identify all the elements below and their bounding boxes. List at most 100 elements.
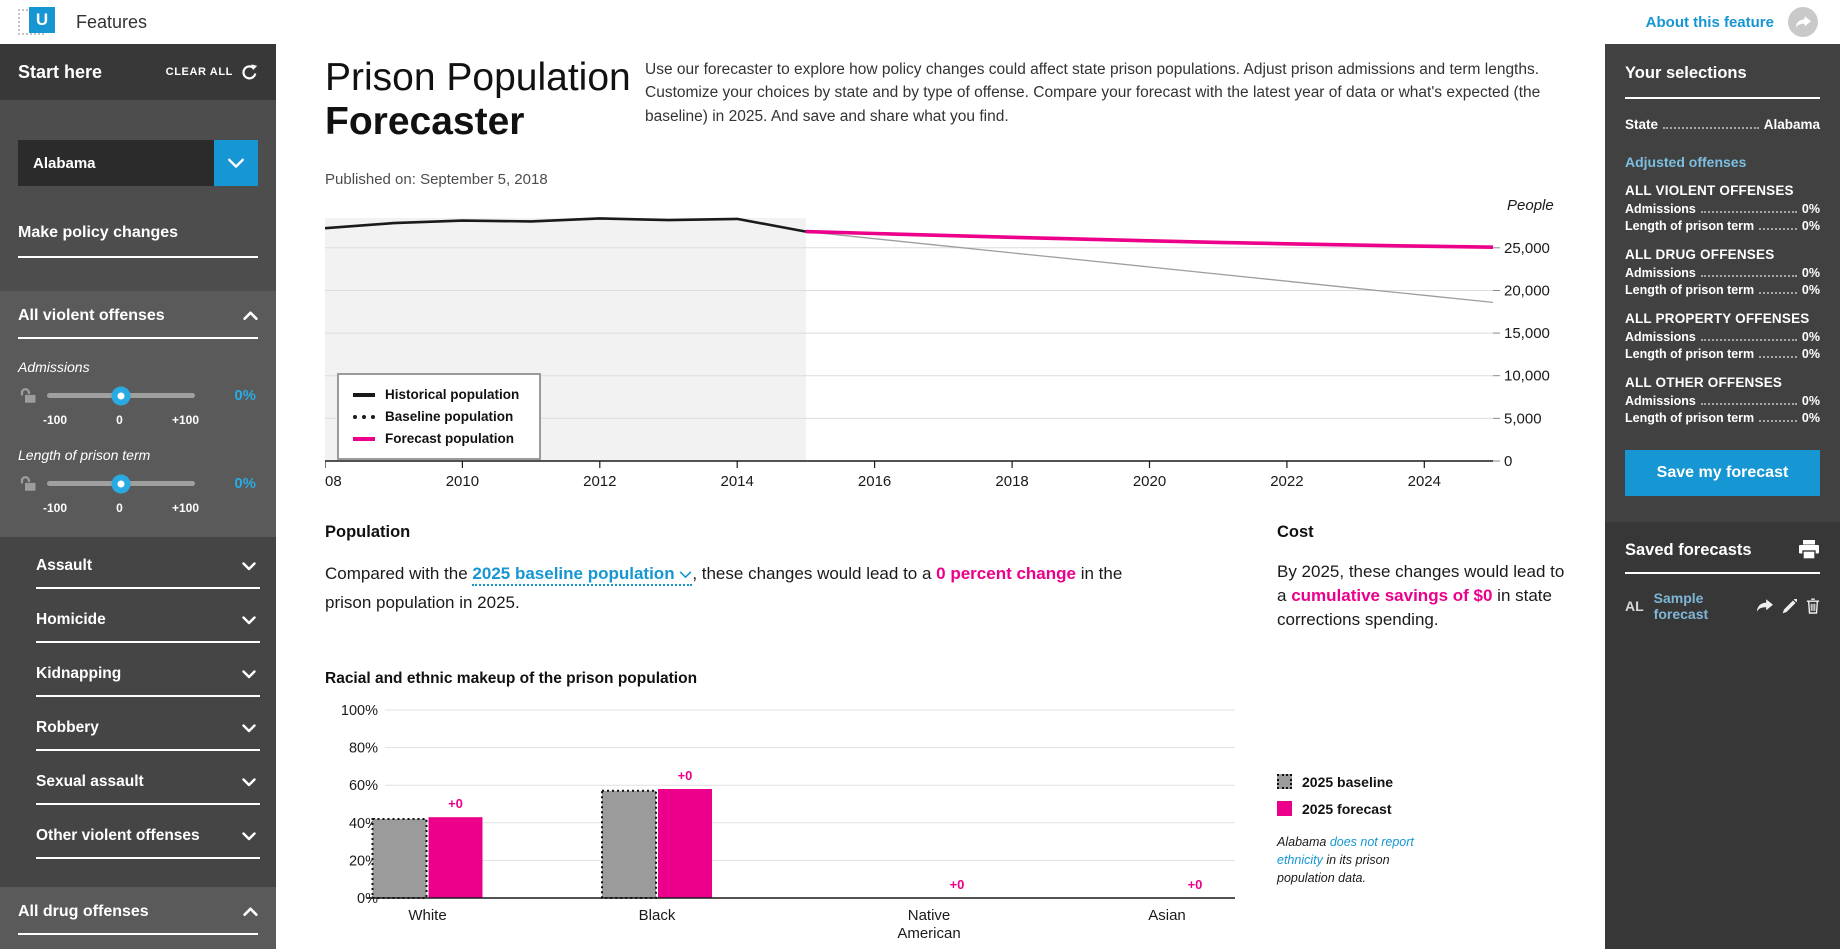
- offense-item-assault[interactable]: Assault: [36, 557, 260, 589]
- svg-text:White: White: [408, 907, 446, 924]
- topbar: U Features About this feature: [0, 0, 1840, 44]
- offense-item-other-violent-offenses[interactable]: Other violent offenses: [36, 827, 260, 859]
- svg-text:People: People: [1507, 197, 1554, 214]
- svg-text:2016: 2016: [858, 473, 891, 490]
- edit-forecast-icon[interactable]: [1782, 598, 1797, 614]
- selection-row: Length of prison term 0%: [1625, 410, 1820, 425]
- selection-group-name: ALL VIOLENT OFFENSES: [1625, 183, 1794, 198]
- share-forecast-icon[interactable]: [1756, 599, 1773, 613]
- svg-text:American: American: [897, 925, 960, 942]
- svg-text:20%: 20%: [349, 854, 378, 870]
- slider-handle[interactable]: [111, 386, 131, 405]
- slider-handle[interactable]: [111, 474, 131, 493]
- about-this-feature-link[interactable]: About this feature: [1645, 13, 1774, 31]
- svg-text:0: 0: [1504, 453, 1512, 470]
- selection-group-name: ALL OTHER OFFENSES: [1625, 375, 1783, 390]
- page-title-line2: Forecaster: [325, 99, 525, 143]
- selection-group: ALL VIOLENT OFFENSES Admissions 0% Length…: [1625, 183, 1820, 234]
- urban-institute-logo[interactable]: U: [16, 5, 60, 39]
- svg-text:+0: +0: [1188, 877, 1203, 892]
- offense-label: Other violent offenses: [36, 827, 200, 844]
- state-dropdown[interactable]: Alabama: [18, 140, 258, 186]
- saved-forecast-link[interactable]: Sample forecast: [1653, 590, 1709, 622]
- svg-text:25,000: 25,000: [1504, 240, 1550, 257]
- panel-label: All drug offenses: [18, 903, 149, 920]
- chevron-down-icon: [242, 561, 256, 570]
- savings-highlight: cumulative savings of $0: [1291, 586, 1493, 606]
- clear-all-label: CLEAR ALL: [165, 66, 233, 78]
- page-title-line1: Prison Population: [325, 56, 631, 99]
- offense-item-homicide[interactable]: Homicide: [36, 611, 260, 643]
- dot-leader: [1700, 339, 1797, 341]
- legend-item: Baseline population: [353, 409, 519, 424]
- svg-text:2014: 2014: [721, 473, 754, 490]
- selection-group-name: ALL PROPERTY OFFENSES: [1625, 311, 1810, 326]
- logo-letter: U: [29, 7, 55, 33]
- dot-leader: [1759, 355, 1797, 358]
- state-label: State: [1625, 117, 1659, 132]
- slider-track[interactable]: [47, 474, 195, 493]
- unlock-icon[interactable]: [18, 387, 39, 404]
- state-dropdown-button[interactable]: [214, 140, 258, 186]
- cost-text: in state corrections spending.: [1277, 586, 1552, 629]
- ethnicity-report-link[interactable]: does not report ethnicity: [1277, 834, 1414, 867]
- chevron-up-icon: [243, 907, 258, 916]
- dot-leader: [1759, 419, 1797, 422]
- save-my-forecast-button[interactable]: Save my forecast: [1625, 450, 1820, 496]
- saved-forecast-state: AL: [1625, 598, 1644, 614]
- saved-forecast-row: AL Sample forecast: [1625, 590, 1820, 622]
- clear-all-button[interactable]: CLEAR ALL: [165, 63, 258, 81]
- baseline-link-label: 2025 baseline population: [472, 564, 675, 584]
- population-text: in the prison population in 2025.: [325, 564, 1123, 613]
- svg-text:2018: 2018: [995, 473, 1028, 490]
- svg-text:2012: 2012: [583, 473, 616, 490]
- offense-label: Homicide: [36, 611, 106, 628]
- adjusted-offenses-heading: Adjusted offenses: [1625, 154, 1747, 170]
- slider-label: Length of prison term: [18, 447, 151, 463]
- selection-group-name: ALL DRUG OFFENSES: [1625, 247, 1775, 262]
- offense-label: Assault: [36, 557, 92, 574]
- dot-leader: [1759, 291, 1797, 294]
- svg-text:80%: 80%: [349, 741, 378, 757]
- slider-track[interactable]: [47, 386, 195, 405]
- drug-offenses-toggle[interactable]: All drug offenses: [18, 903, 258, 935]
- svg-text:+0: +0: [448, 796, 463, 811]
- delete-forecast-icon[interactable]: [1806, 598, 1820, 614]
- slider-value: 0%: [234, 387, 256, 404]
- selection-row: Admissions 0%: [1625, 202, 1820, 216]
- baseline-population-dropdown[interactable]: 2025 baseline population: [472, 564, 693, 587]
- policy-slider: Length of prison term 0% -100 0 +100: [18, 447, 258, 515]
- refresh-icon: [242, 63, 258, 79]
- population-text: Compared with the: [325, 564, 473, 584]
- share-arrow-icon: [1795, 15, 1811, 28]
- chevron-up-icon: [243, 311, 258, 320]
- selection-row: Length of prison term 0%: [1625, 282, 1820, 297]
- offense-item-sexual-assault[interactable]: Sexual assault: [36, 773, 260, 805]
- offense-item-robbery[interactable]: Robbery: [36, 719, 260, 751]
- print-icon[interactable]: [1798, 540, 1820, 560]
- svg-text:20,000: 20,000: [1504, 283, 1550, 300]
- footnote-text: in its prison population data.: [1277, 852, 1390, 885]
- svg-text:5,000: 5,000: [1504, 411, 1542, 428]
- share-button[interactable]: [1788, 7, 1818, 37]
- selection-group: ALL DRUG OFFENSES Admissions 0% Length of…: [1625, 247, 1820, 298]
- right-sidebar: Your selections State Alabama Adjusted o…: [1605, 44, 1840, 949]
- state-dropdown-value: Alabama: [33, 154, 96, 172]
- svg-text:2020: 2020: [1133, 473, 1166, 490]
- unlock-icon[interactable]: [18, 475, 39, 492]
- violent-offenses-panel: All violent offenses Admissions 0% -100 0…: [0, 291, 276, 537]
- selection-row: Admissions 0%: [1625, 266, 1820, 280]
- dot-leader: [1700, 403, 1797, 405]
- chevron-down-icon: [242, 615, 256, 624]
- race-ethnicity-bar-chart: 0% 20% 40% 60% 80% 100% +0 White +0 Black +0 Native…: [325, 696, 1251, 949]
- violent-offenses-toggle[interactable]: All violent offenses: [18, 307, 258, 339]
- svg-text:Black: Black: [639, 907, 676, 924]
- slider-label: Admissions: [18, 359, 90, 375]
- selection-row: Length of prison term 0%: [1625, 218, 1820, 233]
- population-summary: Compared with the 2025 baseline populati…: [325, 560, 1155, 618]
- offense-item-kidnapping[interactable]: Kidnapping: [36, 665, 260, 697]
- population-text: , these changes would lead to a: [692, 564, 937, 584]
- slider-scale: -100 0 +100: [43, 413, 199, 427]
- svg-text:40%: 40%: [349, 816, 378, 832]
- svg-text:+0: +0: [678, 768, 693, 783]
